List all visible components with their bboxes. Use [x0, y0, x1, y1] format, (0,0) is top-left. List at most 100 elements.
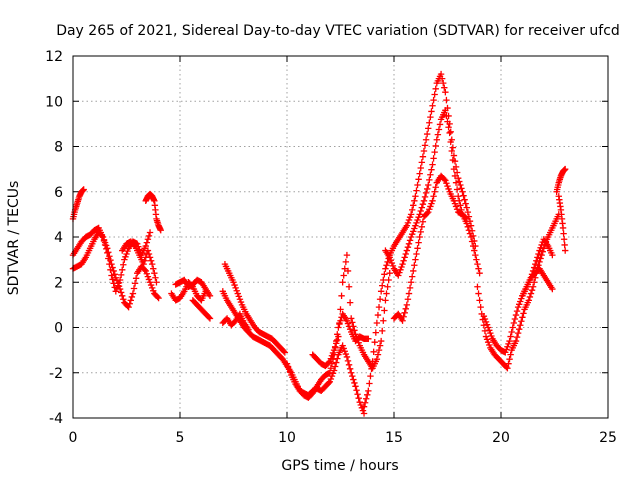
data-series: [69, 70, 569, 417]
data-point: [412, 256, 419, 263]
data-point: [427, 171, 434, 178]
data-point: [142, 242, 149, 250]
data-point: [476, 297, 483, 304]
data-point: [549, 285, 556, 293]
grid-lines: [73, 56, 608, 418]
data-point: [386, 270, 393, 277]
data-point: [147, 281, 155, 289]
data-point: [416, 211, 423, 218]
series-trace-i: [221, 260, 289, 356]
data-point: [234, 290, 241, 297]
data-point: [532, 260, 539, 268]
data-point: [388, 259, 396, 267]
data-point: [338, 292, 345, 300]
data-point: [344, 357, 352, 365]
y-axis-label: SDTVAR / TECUs: [6, 181, 22, 296]
data-point: [450, 165, 458, 173]
data-point: [520, 310, 527, 317]
data-point: [473, 256, 480, 263]
data-point: [130, 241, 138, 249]
data-point: [283, 360, 291, 367]
data-point: [357, 401, 365, 409]
y-tick-label: -2: [49, 366, 63, 382]
data-point: [110, 267, 117, 275]
series-trace-g: [172, 276, 214, 300]
data-point: [451, 172, 459, 180]
data-point: [443, 180, 450, 187]
data-point: [413, 219, 420, 227]
data-point: [512, 337, 520, 345]
data-point: [549, 251, 556, 259]
data-point: [425, 181, 432, 189]
data-point: [230, 279, 237, 286]
data-point: [383, 262, 390, 269]
data-point: [410, 202, 417, 209]
data-point: [127, 297, 134, 304]
data-point: [434, 131, 442, 138]
data-point: [453, 206, 461, 213]
data-point: [145, 250, 153, 258]
data-point: [384, 283, 391, 290]
data-point: [432, 142, 439, 150]
data-point: [151, 270, 158, 277]
data-point: [448, 147, 455, 155]
data-point: [517, 298, 524, 305]
data-point: [108, 260, 115, 268]
data-point: [122, 253, 129, 260]
series-trace-n: [309, 251, 393, 372]
data-point: [453, 169, 461, 176]
data-point: [437, 70, 445, 78]
data-point: [560, 230, 567, 237]
data-point: [422, 189, 430, 197]
data-point: [488, 332, 495, 340]
data-point: [452, 203, 460, 210]
data-point: [331, 363, 339, 370]
data-point: [381, 307, 388, 314]
data-point: [513, 333, 521, 341]
data-point: [427, 203, 434, 210]
data-point: [457, 181, 464, 189]
data-point: [157, 227, 164, 234]
data-point: [431, 91, 438, 98]
data-point: [412, 222, 419, 229]
data-point: [517, 322, 524, 329]
data-point: [334, 355, 341, 362]
data-point: [453, 186, 461, 193]
data-point: [337, 306, 344, 313]
data-point: [126, 300, 133, 307]
data-point: [431, 188, 438, 195]
data-point: [450, 152, 458, 159]
data-point: [341, 348, 348, 355]
data-point: [447, 128, 454, 135]
data-point: [464, 208, 472, 216]
data-point: [404, 243, 412, 251]
data-point: [104, 245, 111, 252]
data-point: [374, 311, 382, 319]
y-tick-label: 12: [45, 49, 63, 65]
data-point: [101, 239, 109, 246]
data-point: [350, 323, 357, 330]
data-point: [417, 207, 424, 215]
data-point: [519, 314, 526, 321]
data-point: [534, 254, 541, 261]
data-point: [407, 211, 415, 218]
data-point: [112, 274, 119, 281]
data-point: [349, 319, 356, 326]
data-point: [416, 233, 423, 241]
data-point: [113, 277, 121, 284]
data-point: [431, 148, 438, 156]
data-point: [206, 315, 214, 322]
data-point: [107, 256, 114, 264]
data-point: [417, 228, 424, 236]
data-point: [206, 292, 214, 300]
data-point: [398, 263, 405, 271]
data-point: [235, 293, 243, 300]
data-point: [486, 341, 493, 349]
y-tick-label: 8: [54, 140, 63, 156]
data-point: [514, 303, 522, 311]
data-point: [503, 346, 510, 353]
data-point: [406, 214, 414, 221]
data-point: [328, 372, 336, 380]
data-point: [152, 274, 159, 281]
data-point: [415, 214, 422, 221]
